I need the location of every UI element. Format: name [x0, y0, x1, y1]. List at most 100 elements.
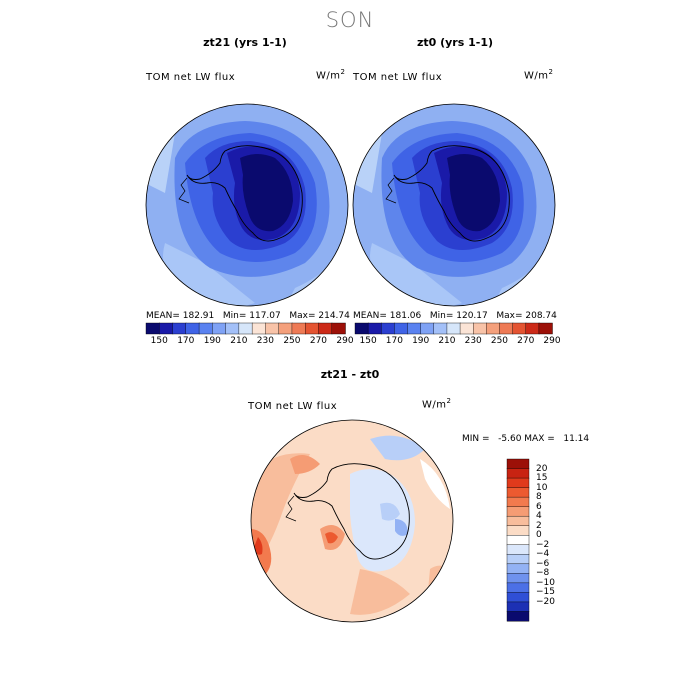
diff-colorbar: [506, 458, 530, 622]
panel2-colorbar-labels: 150 170 190 210 230 250 270 290: [355, 336, 561, 348]
colorbar-swatch: [318, 322, 333, 335]
colorbar-swatch: [512, 322, 527, 335]
colorbar-tick-label: −4: [536, 549, 550, 560]
panel1-stats: MEAN= 182.91 Min= 117.07 Max= 214.74: [146, 311, 350, 321]
colorbar-swatch: [394, 322, 409, 335]
diff-stats: MIN = -5.60 MAX = 11.14: [462, 434, 590, 444]
colorbar-tick-label: 0: [536, 530, 542, 541]
panel2-map: [352, 103, 556, 307]
season-title: SON: [325, 8, 375, 32]
colorbar-tick-label: 150: [359, 336, 377, 346]
colorbar-tick-label: −20: [536, 596, 555, 607]
colorbar-swatch: [506, 477, 530, 489]
colorbar-swatch: [212, 322, 227, 335]
colorbar-swatch: [499, 322, 514, 335]
colorbar-tick-label: 150: [150, 336, 168, 346]
panel2-variable: TOM net LW flux: [353, 72, 443, 83]
colorbar-swatch: [506, 496, 530, 508]
colorbar-swatch: [381, 322, 396, 335]
colorbar-tick-label: −2: [536, 539, 550, 550]
colorbar-tick-label: 290: [543, 336, 561, 346]
colorbar-swatch: [506, 563, 530, 574]
colorbar-tick-label: 210: [230, 336, 248, 346]
colorbar-swatch: [225, 322, 240, 335]
colorbar-swatch: [506, 601, 530, 612]
colorbar-tick-label: 290: [336, 336, 354, 346]
colorbar-swatch: [506, 525, 530, 536]
colorbar-swatch: [185, 322, 200, 335]
panel1-colorbar-labels: 150 170 190 210 230 250 270 290: [146, 336, 354, 348]
colorbar-swatch: [367, 322, 382, 335]
colorbar-swatch: [265, 322, 280, 335]
colorbar-tick-label: 230: [256, 336, 274, 346]
colorbar-tick-label: 190: [412, 336, 430, 346]
colorbar-swatch: [486, 322, 501, 335]
colorbar-swatch: [538, 322, 553, 335]
colorbar-swatch: [172, 322, 187, 335]
colorbar-swatch: [506, 515, 530, 527]
colorbar-tick-label: 4: [536, 511, 542, 522]
colorbar-swatch: [506, 458, 530, 470]
panel2-title: zt0 (yrs 1-1): [416, 36, 494, 49]
panel2-colorbar: [354, 322, 553, 335]
colorbar-swatch: [354, 322, 369, 335]
panel2-units: W/m2: [524, 68, 554, 82]
colorbar-swatch: [506, 544, 530, 555]
colorbar-tick-label: 250: [283, 336, 301, 346]
panel2-stats: MEAN= 181.06 Min= 120.17 Max= 208.74: [353, 311, 557, 321]
colorbar-swatch: [446, 322, 461, 335]
colorbar-swatch: [525, 322, 540, 335]
colorbar-tick-label: 190: [203, 336, 221, 346]
colorbar-swatch: [472, 322, 488, 335]
colorbar-tick-label: −10: [536, 577, 555, 588]
panel1-map: [145, 103, 349, 307]
colorbar-tick-label: 270: [517, 336, 535, 346]
colorbar-swatch: [506, 582, 530, 593]
panel1-variable: TOM net LW flux: [146, 72, 236, 83]
colorbar-tick-label: 250: [490, 336, 509, 346]
colorbar-tick-label: 270: [309, 336, 328, 346]
colorbar-swatch: [459, 322, 474, 335]
colorbar-swatch: [506, 535, 530, 546]
colorbar-tick-label: 10: [536, 482, 548, 493]
colorbar-swatch: [506, 573, 530, 584]
diff-variable: TOM net LW flux: [248, 401, 338, 412]
panel1-colorbar: [145, 322, 346, 335]
colorbar-swatch: [506, 611, 530, 622]
colorbar-swatch: [238, 322, 253, 335]
colorbar-swatch: [506, 487, 530, 498]
colorbar-swatch: [506, 554, 530, 565]
colorbar-swatch: [407, 322, 422, 335]
colorbar-tick-label: 15: [536, 473, 548, 484]
colorbar-swatch: [433, 322, 448, 335]
colorbar-swatch: [506, 592, 530, 603]
colorbar-swatch: [291, 322, 306, 335]
colorbar-tick-label: 210: [438, 336, 456, 346]
colorbar-swatch: [198, 322, 214, 335]
colorbar-tick-label: 170: [385, 336, 403, 346]
diff-map: [250, 419, 454, 623]
colorbar-tick-label: 2: [536, 520, 542, 531]
colorbar-swatch: [278, 322, 293, 335]
diff-colorbar-labels: 20 15 10 8 6 4 2 0 −2 −4 −6 −8 −10 −15 −20: [536, 459, 576, 621]
colorbar-tick-label: 6: [536, 501, 542, 512]
colorbar-tick-label: −6: [536, 558, 550, 569]
diff-units: W/m2: [422, 397, 452, 411]
colorbar-tick-label: 230: [464, 336, 482, 346]
colorbar-swatch: [506, 468, 530, 479]
colorbar-tick-label: 170: [177, 336, 195, 346]
diff-title: zt21 - zt0: [320, 368, 380, 381]
colorbar-tick-label: −8: [536, 568, 550, 579]
colorbar-swatch: [159, 322, 174, 335]
colorbar-tick-label: 8: [536, 492, 542, 503]
colorbar-swatch: [304, 322, 320, 335]
colorbar-swatch: [331, 322, 346, 335]
colorbar-swatch: [420, 322, 435, 335]
colorbar-tick-label: −15: [536, 587, 555, 598]
colorbar-tick-label: 20: [536, 463, 548, 474]
panel1-title: zt21 (yrs 1-1): [203, 36, 287, 49]
panel1-units: W/m2: [316, 68, 346, 82]
colorbar-swatch: [145, 322, 160, 335]
colorbar-swatch: [251, 322, 267, 335]
colorbar-swatch: [506, 506, 530, 517]
